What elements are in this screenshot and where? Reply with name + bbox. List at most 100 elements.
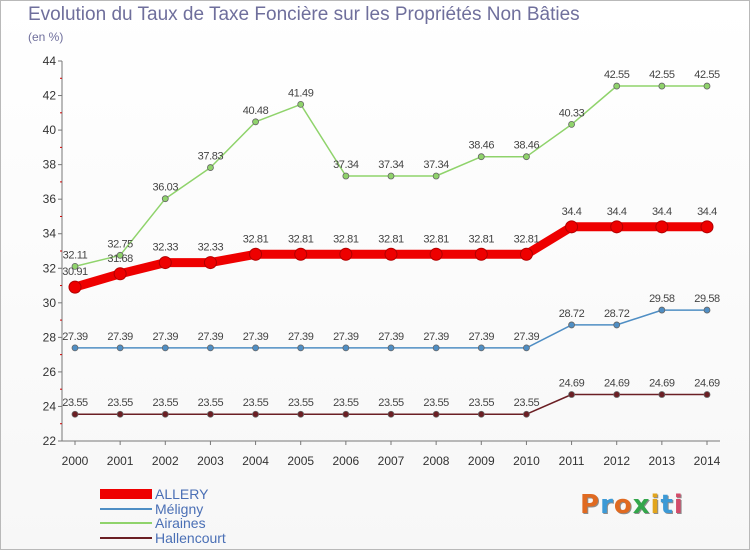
data-point-allery <box>203 256 217 270</box>
y-tick-label: 40 <box>43 123 57 137</box>
logo-letter: x <box>632 490 651 520</box>
data-label-airaines: 42.55 <box>694 69 720 81</box>
data-label-hallencourt: 24.69 <box>604 378 630 390</box>
legend-label-allery: ALLERY <box>155 486 209 502</box>
data-label-hallencourt: 23.55 <box>514 397 540 409</box>
logo-letter: i <box>650 490 661 520</box>
data-label-meligny: 27.39 <box>288 331 314 343</box>
data-point-allery <box>158 256 172 270</box>
data-label-hallencourt: 23.55 <box>423 397 449 409</box>
data-point-hallencourt <box>613 391 621 398</box>
data-label-meligny: 27.39 <box>333 331 359 343</box>
data-point-meligny <box>432 344 440 352</box>
data-point-meligny <box>658 306 666 314</box>
x-tick-label: 2003 <box>197 454 224 468</box>
x-tick-label: 2007 <box>378 454 405 468</box>
series-layer <box>68 82 714 418</box>
data-label-meligny: 27.39 <box>62 331 88 343</box>
data-label-meligny: 29.58 <box>649 293 675 305</box>
data-label-hallencourt: 24.69 <box>694 378 720 390</box>
data-point-allery <box>339 247 353 261</box>
data-point-allery <box>474 247 488 261</box>
data-label-allery: 32.81 <box>378 233 404 245</box>
x-tick-label: 2008 <box>423 454 450 468</box>
data-point-hallencourt <box>703 391 711 398</box>
y-tick-label: 28 <box>43 330 57 344</box>
data-point-meligny <box>252 344 259 352</box>
data-point-airaines <box>161 195 169 203</box>
data-point-meligny <box>161 344 169 352</box>
data-label-hallencourt: 24.69 <box>559 378 585 390</box>
x-tick-label: 2005 <box>287 454 314 468</box>
legend-label-airaines: Airaines <box>155 515 206 531</box>
data-point-allery <box>68 280 82 294</box>
data-point-meligny <box>613 321 621 329</box>
y-tick-label: 44 <box>43 54 57 68</box>
data-label-allery: 32.81 <box>423 233 449 245</box>
data-label-meligny: 29.58 <box>694 293 720 305</box>
data-point-allery <box>429 247 443 261</box>
data-point-hallencourt <box>297 410 305 418</box>
x-tick-label: 2009 <box>468 454 495 468</box>
data-point-hallencourt <box>207 410 214 418</box>
data-point-hallencourt <box>568 391 575 398</box>
data-point-allery <box>700 220 714 234</box>
data-label-meligny: 28.72 <box>559 308 585 320</box>
data-label-hallencourt: 23.55 <box>469 397 495 409</box>
data-label-meligny: 27.39 <box>514 331 540 343</box>
y-tick-label: 22 <box>43 434 57 448</box>
data-point-meligny <box>477 344 485 352</box>
data-point-allery <box>565 220 579 234</box>
x-tick-label: 2014 <box>694 454 721 468</box>
chart-title: Evolution du Taux de Taxe Foncière sur l… <box>28 4 580 25</box>
data-label-airaines: 37.34 <box>423 159 449 171</box>
data-label-allery: 32.81 <box>333 233 359 245</box>
data-label-meligny: 28.72 <box>604 308 630 320</box>
data-label-allery: 30.91 <box>62 266 88 278</box>
data-label-allery: 32.33 <box>198 242 224 254</box>
data-label-airaines: 40.33 <box>559 107 585 119</box>
legend-label-meligny: Méligny <box>155 500 204 517</box>
data-label-airaines: 38.46 <box>469 140 495 152</box>
logo-letter: o <box>613 490 633 520</box>
x-tick-label: 2004 <box>242 454 269 468</box>
data-label-airaines: 41.49 <box>288 87 314 99</box>
data-point-airaines <box>703 82 711 90</box>
data-point-hallencourt <box>252 410 259 418</box>
data-point-hallencourt <box>658 391 666 398</box>
data-label-airaines: 42.55 <box>604 69 630 81</box>
data-label-allery: 32.81 <box>469 233 495 245</box>
logo-letter: P <box>580 490 601 520</box>
data-label-meligny: 27.39 <box>243 331 269 343</box>
x-tick-label: 2006 <box>333 454 360 468</box>
y-tick-label: 24 <box>43 399 57 413</box>
x-tick-label: 2010 <box>513 454 540 468</box>
data-label-allery: 32.33 <box>153 242 179 254</box>
data-label-hallencourt: 23.55 <box>378 397 404 409</box>
legend-swatch-allery <box>100 489 152 499</box>
logo-letter: i <box>673 490 684 520</box>
legend-label-hallencourt: Hallencourt <box>155 529 226 546</box>
x-tick-label: 2001 <box>107 454 134 468</box>
data-label-hallencourt: 23.55 <box>107 397 133 409</box>
data-point-airaines <box>568 120 575 128</box>
data-point-meligny <box>116 344 124 352</box>
data-point-airaines <box>252 118 259 126</box>
data-label-airaines: 38.46 <box>514 140 540 152</box>
y-tick-label: 34 <box>43 227 57 241</box>
logo-letter: t <box>660 490 674 520</box>
data-point-airaines <box>387 172 395 180</box>
data-point-hallencourt <box>71 410 79 418</box>
y-tick-label: 38 <box>43 158 57 172</box>
data-point-allery <box>655 220 669 234</box>
data-label-airaines: 37.34 <box>333 159 359 171</box>
data-label-airaines: 32.11 <box>63 249 88 261</box>
data-label-allery: 34.4 <box>562 206 582 218</box>
data-point-hallencourt <box>523 410 530 418</box>
data-point-hallencourt <box>161 410 169 418</box>
x-tick-label: 2000 <box>62 454 89 468</box>
data-point-allery <box>384 247 398 261</box>
data-label-hallencourt: 24.69 <box>649 378 675 390</box>
y-tick-label: 30 <box>43 296 57 310</box>
proxiti-logo: Proxiti <box>580 490 684 520</box>
